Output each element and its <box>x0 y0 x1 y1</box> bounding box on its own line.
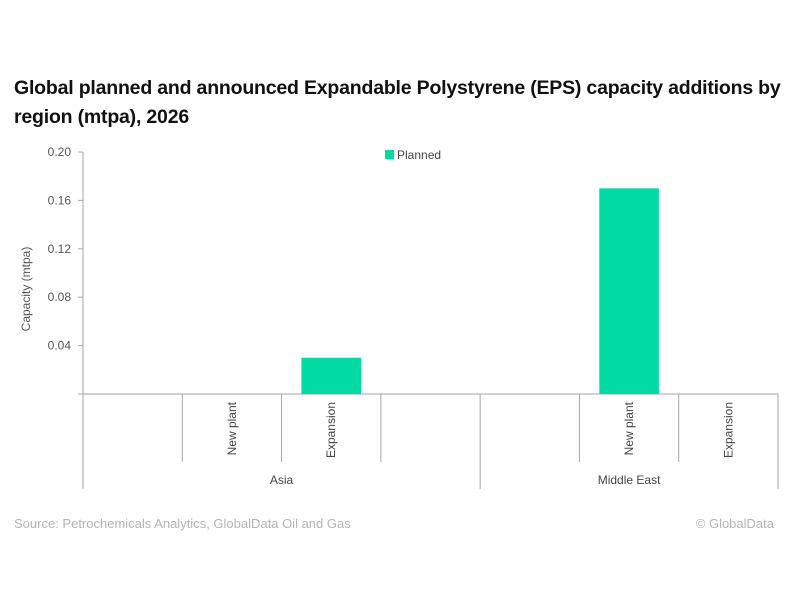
legend-label: Planned <box>397 148 441 162</box>
y-tick-label: 0.04 <box>48 339 72 353</box>
chart-title: Global planned and announced Expandable … <box>14 77 781 128</box>
y-tick-label: 0.16 <box>48 193 72 207</box>
x-category-label: New plant <box>225 401 239 455</box>
legend-swatch <box>385 150 394 159</box>
y-tick-label: 0.20 <box>48 145 72 159</box>
x-category-label: New plant <box>622 401 636 455</box>
x-category-label: Expansion <box>721 402 735 458</box>
source-note: Source: Petrochemicals Analytics, Global… <box>14 516 351 531</box>
y-tick-label: 0.12 <box>48 242 72 256</box>
copyright-note: © GlobalData <box>695 516 774 531</box>
x-group-label: Asia <box>270 473 294 487</box>
y-axis-title: Capacity (mtpa) <box>19 247 33 332</box>
bar <box>301 357 361 394</box>
y-tick-label: 0.08 <box>48 290 72 304</box>
x-category-label: Expansion <box>324 402 338 458</box>
bar <box>599 188 659 394</box>
x-group-label: Middle East <box>598 473 661 487</box>
